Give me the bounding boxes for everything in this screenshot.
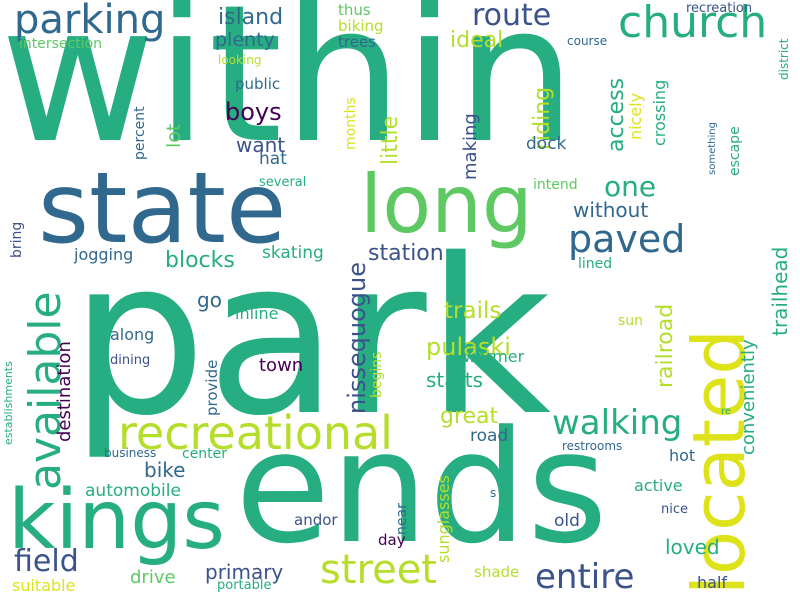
cloud-word: s xyxy=(490,486,497,500)
cloud-word: ideal xyxy=(450,28,504,53)
cloud-word: kings xyxy=(8,473,226,568)
cloud-word: route xyxy=(472,0,552,33)
cloud-word: nissequogue xyxy=(343,262,371,414)
cloud-word: trees xyxy=(338,33,376,51)
cloud-word: provide xyxy=(203,359,221,416)
cloud-word: escape xyxy=(727,126,743,176)
cloud-word: re xyxy=(721,406,732,417)
cloud-word: nice xyxy=(661,502,688,517)
cloud-word: primary xyxy=(205,560,284,584)
cloud-word: district xyxy=(777,38,791,80)
cloud-word: old xyxy=(554,511,580,531)
cloud-word: dining xyxy=(110,353,151,368)
cloud-word: one xyxy=(604,170,657,203)
cloud-word: begins xyxy=(369,351,385,398)
cloud-word: loved xyxy=(665,535,720,559)
cloud-word: drive xyxy=(130,567,176,588)
cloud-word: several xyxy=(259,175,307,190)
cloud-word: great xyxy=(440,404,499,429)
cloud-word: establishments xyxy=(2,361,15,445)
cloud-word: day xyxy=(378,531,406,549)
cloud-word: percent xyxy=(132,106,148,160)
cloud-word: paved xyxy=(568,217,686,261)
cloud-word: trails xyxy=(444,298,502,324)
cloud-word: biking xyxy=(338,17,384,35)
cloud-word: conveniently xyxy=(738,339,759,455)
cloud-word: intend xyxy=(533,177,578,193)
cloud-word: blocks xyxy=(165,248,235,273)
cloud-word: automobile xyxy=(85,481,181,501)
cloud-word: within xyxy=(0,0,577,185)
cloud-word: entire xyxy=(535,557,635,597)
cloud-word: church xyxy=(618,0,768,48)
cloud-word: jogging xyxy=(74,245,134,264)
cloud-word: bike xyxy=(144,458,186,482)
cloud-word: access xyxy=(604,77,629,152)
cloud-word: months xyxy=(343,97,359,150)
cloud-word: sunglasses xyxy=(434,475,453,563)
cloud-word: looking xyxy=(218,53,262,67)
cloud-word: walking xyxy=(552,403,683,443)
cloud-word: bring xyxy=(9,221,25,258)
cloud-word: active xyxy=(634,476,683,495)
cloud-word: restrooms xyxy=(562,439,623,453)
cloud-word: intersection xyxy=(19,36,103,52)
cloud-word: crossing xyxy=(650,79,669,146)
cloud-word: state xyxy=(38,152,287,266)
cloud-word: road xyxy=(470,426,509,446)
cloud-word: boys xyxy=(225,98,282,126)
cloud-word: trailhead xyxy=(768,246,792,336)
cloud-word: warmer xyxy=(463,347,525,366)
cloud-word: hat xyxy=(259,149,287,169)
cloud-word: shade xyxy=(474,563,520,581)
cloud-word: station xyxy=(368,241,444,266)
cloud-word: hot xyxy=(669,446,696,465)
cloud-word: town xyxy=(259,355,304,376)
cloud-word: little xyxy=(378,115,403,165)
cloud-word: andor xyxy=(294,511,338,529)
cloud-word: suitable xyxy=(12,576,76,595)
cloud-word: lot xyxy=(163,123,185,148)
cloud-word: long xyxy=(360,158,533,251)
cloud-word: thus xyxy=(338,1,371,19)
cloud-word: business xyxy=(104,446,157,460)
cloud-word: portable xyxy=(217,578,272,593)
cloud-word: island xyxy=(218,5,284,30)
cloud-word: lined xyxy=(578,256,613,272)
cloud-word: railroad xyxy=(653,303,678,388)
cloud-word: starts xyxy=(426,368,484,392)
cloud-word: ends xyxy=(235,397,608,578)
cloud-word: pulaski xyxy=(426,333,511,361)
cloud-word: plenty xyxy=(215,29,275,51)
cloud-word: half xyxy=(697,573,728,592)
cloud-word: sun xyxy=(618,313,644,329)
cloud-word: dock xyxy=(526,134,567,154)
cloud-word: want xyxy=(236,133,286,157)
cloud-word: nicely xyxy=(626,92,645,140)
cloud-word: field xyxy=(14,544,79,579)
cloud-word: parking xyxy=(14,0,166,43)
cloud-word: center xyxy=(182,446,228,462)
cloud-word: making xyxy=(460,113,481,180)
cloud-word: recreational xyxy=(118,406,393,460)
cloud-word: something xyxy=(707,122,718,175)
cloud-word: inline xyxy=(235,304,279,323)
cloud-word: destination xyxy=(54,341,75,442)
cloud-word: public xyxy=(235,75,281,93)
cloud-word: without xyxy=(573,198,649,222)
cloud-word: street xyxy=(320,547,437,593)
cloud-word: along xyxy=(110,325,155,344)
cloud-word: course xyxy=(567,34,608,48)
cloud-word: go xyxy=(197,288,222,312)
cloud-word: park xyxy=(70,212,552,463)
cloud-word: recreation xyxy=(686,1,753,16)
cloud-word: skating xyxy=(262,243,324,263)
